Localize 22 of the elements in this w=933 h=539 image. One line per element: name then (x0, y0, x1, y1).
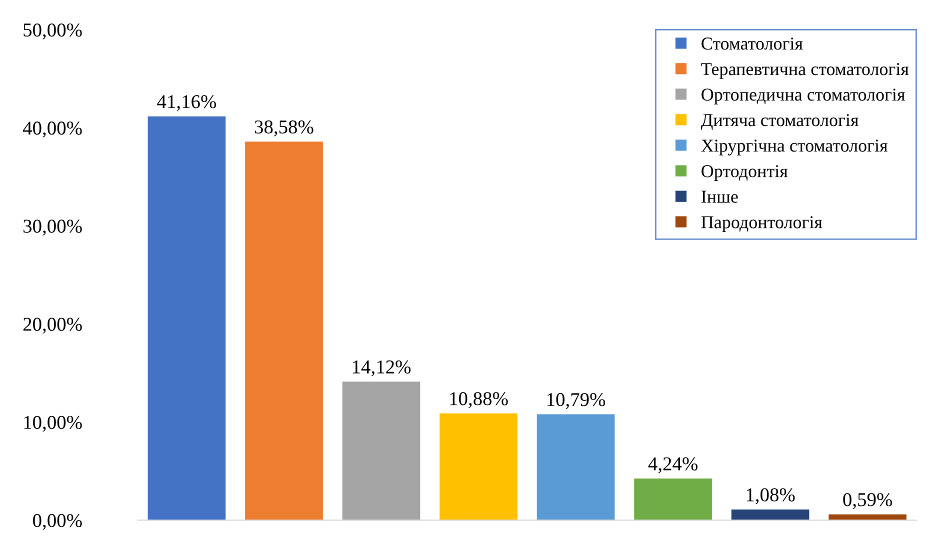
y-tick-label: 40,00% (22, 122, 82, 138)
legend-label: Ортопедична стоматологія (702, 88, 905, 104)
data-label: 38,58% (254, 120, 314, 136)
y-tick-label: 0,00% (33, 514, 82, 530)
data-label: 1,08% (746, 488, 795, 504)
data-label: 10,88% (450, 392, 508, 408)
legend-label: Інше (702, 190, 738, 203)
data-label: 14,12% (352, 360, 411, 376)
legend-label: Ортодонтія (702, 165, 788, 181)
data-label: 10,79% (548, 393, 606, 409)
legend-label: Дитяча стоматологія (700, 114, 858, 130)
legend-label: Терапевтична стоматологія (701, 63, 909, 79)
y-tick-label: 10,00% (24, 416, 82, 432)
data-label: 4,24% (648, 457, 698, 474)
y-tick-label: 20,00% (23, 318, 82, 334)
legend-label: Стоматологія (702, 38, 803, 50)
data-label: 41,16% (157, 95, 216, 112)
y-tick-label: 30,00% (24, 220, 82, 236)
data-label: 0,59% (843, 493, 892, 510)
legend-label: Пародонтологія (701, 216, 822, 232)
y-tick-label: 50,00% (24, 23, 82, 40)
legend-label: Хірургічна стоматологія (701, 140, 888, 156)
